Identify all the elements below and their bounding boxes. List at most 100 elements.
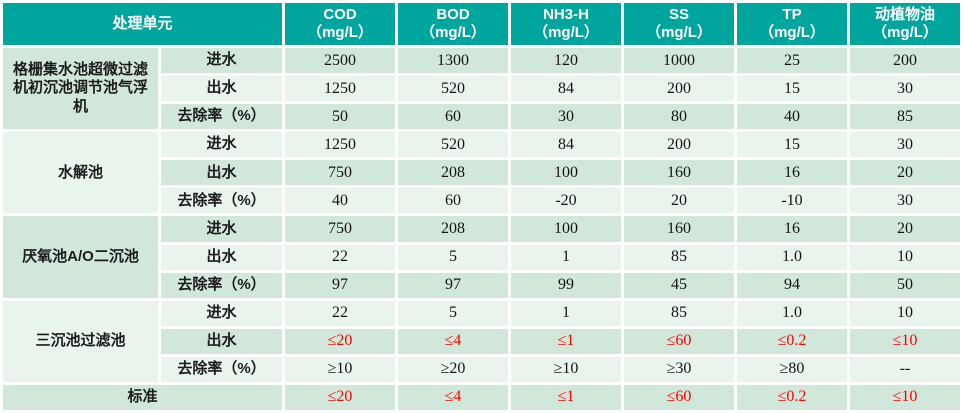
- value-cell: 84: [511, 132, 622, 158]
- phase-cell: 出水: [161, 328, 283, 354]
- value-cell: --: [850, 356, 961, 382]
- standard-row: 标准 ≤20 ≤4 ≤1 ≤60 ≤0.2 ≤10: [3, 384, 961, 410]
- table-row: 去除率（%） ≥10 ≥20 ≥10 ≥30 ≥80 --: [3, 356, 961, 382]
- col-header-nh3: NH3-H （mg/L）: [511, 3, 622, 46]
- phase-cell: 出水: [161, 244, 283, 270]
- table-row: 出水 750 208 100 160 16 20: [3, 160, 961, 186]
- table-row: 格栅集水池超微过滤机初沉池调节池气浮机 进水 2500 1300 120 100…: [3, 48, 961, 130]
- value-cell: ≥10: [511, 356, 622, 382]
- stage-cell: 厌氧池A/O二沉池: [3, 216, 158, 298]
- col-header-cod: COD （mg/L）: [285, 3, 396, 46]
- value-cell: 40: [737, 104, 848, 130]
- col-header-bod-name: BOD: [436, 6, 470, 24]
- value-cell: ≥30: [624, 356, 735, 382]
- col-header-tp-unit: （mg/L）: [759, 24, 825, 42]
- col-header-ss-name: SS: [669, 6, 690, 24]
- value-cell: 100: [511, 216, 622, 242]
- value-cell: 1.0: [737, 244, 848, 270]
- value-cell: 84: [511, 76, 622, 102]
- value-cell: 60: [398, 104, 509, 130]
- col-header-cod-unit: （mg/L）: [307, 24, 373, 42]
- col-header-nh3-unit: （mg/L）: [533, 24, 599, 42]
- value-cell: 520: [398, 132, 509, 158]
- value-cell: 160: [624, 216, 735, 242]
- phase-cell: 出水: [161, 160, 283, 186]
- stage-cell: 格栅集水池超微过滤机初沉池调节池气浮机: [3, 48, 158, 130]
- value-cell: -20: [511, 188, 622, 214]
- value-cell: 1: [511, 300, 622, 326]
- value-cell: 1: [511, 244, 622, 270]
- value-cell: 200: [850, 48, 961, 74]
- value-cell: 20: [850, 160, 961, 186]
- col-header-oil-name: 动植物油: [875, 6, 936, 24]
- phase-cell: 去除率（%）: [161, 104, 283, 130]
- value-cell: 750: [285, 216, 396, 242]
- value-cell: 160: [624, 160, 735, 186]
- value-cell-limit: ≤60: [624, 328, 735, 354]
- table-row: 出水 22 5 1 85 1.0 10: [3, 244, 961, 270]
- value-cell: 16: [737, 216, 848, 242]
- value-cell: 16: [737, 160, 848, 186]
- value-cell: 5: [398, 244, 509, 270]
- standard-value-cell: ≤0.2: [737, 384, 848, 410]
- value-cell: 80: [624, 104, 735, 130]
- value-cell-limit: ≤10: [850, 328, 961, 354]
- value-cell: 2500: [285, 48, 396, 74]
- value-cell-limit: ≤1: [511, 328, 622, 354]
- value-cell: ≥80: [737, 356, 848, 382]
- col-header-cod-name: COD: [323, 6, 357, 24]
- value-cell: 10: [850, 244, 961, 270]
- value-cell: 208: [398, 160, 509, 186]
- value-cell: ≥20: [398, 356, 509, 382]
- value-cell: 15: [737, 76, 848, 102]
- col-header-unit: 处理单元: [3, 3, 283, 46]
- col-header-bod: BOD （mg/L）: [398, 3, 509, 46]
- table-row: 三沉池过滤池 进水 22 5 1 85 1.0 10: [3, 300, 961, 382]
- phase-cell: 去除率（%）: [161, 188, 283, 214]
- col-header-ss: SS （mg/L）: [624, 3, 735, 46]
- value-cell: 85: [850, 104, 961, 130]
- value-cell: 100: [511, 160, 622, 186]
- col-header-oil: 动植物油 （mg/L）: [850, 3, 961, 46]
- value-cell: 97: [398, 272, 509, 298]
- value-cell: 45: [624, 272, 735, 298]
- value-cell: 85: [624, 300, 735, 326]
- value-cell: -10: [737, 188, 848, 214]
- phase-cell: 进水: [161, 300, 283, 326]
- value-cell: 15: [737, 132, 848, 158]
- value-cell: 22: [285, 300, 396, 326]
- value-cell-limit: ≤20: [285, 328, 396, 354]
- value-cell: 208: [398, 216, 509, 242]
- value-cell: 1.0: [737, 300, 848, 326]
- value-cell: 520: [398, 76, 509, 102]
- value-cell: 25: [737, 48, 848, 74]
- value-cell: 22: [285, 244, 396, 270]
- value-cell: 1250: [285, 132, 396, 158]
- phase-cell: 进水: [161, 132, 283, 158]
- value-cell: 40: [285, 188, 396, 214]
- phase-cell: 进水: [161, 216, 283, 242]
- value-cell: 200: [624, 76, 735, 102]
- value-cell: 1000: [624, 48, 735, 74]
- value-cell: 85: [624, 244, 735, 270]
- value-cell: 120: [511, 48, 622, 74]
- value-cell: 20: [850, 216, 961, 242]
- value-cell: 200: [624, 132, 735, 158]
- standard-value-cell: ≤20: [285, 384, 396, 410]
- value-cell: 99: [511, 272, 622, 298]
- col-header-ss-unit: （mg/L）: [646, 24, 712, 42]
- phase-cell: 去除率（%）: [161, 272, 283, 298]
- phase-cell: 出水: [161, 76, 283, 102]
- value-cell: 60: [398, 188, 509, 214]
- value-cell: 50: [850, 272, 961, 298]
- value-cell: 97: [285, 272, 396, 298]
- value-cell: 50: [285, 104, 396, 130]
- value-cell: 30: [850, 188, 961, 214]
- value-cell-limit: ≤4: [398, 328, 509, 354]
- value-cell: 1300: [398, 48, 509, 74]
- table-row: 去除率（%） 40 60 -20 20 -10 30: [3, 188, 961, 214]
- value-cell: 5: [398, 300, 509, 326]
- table-row: 出水 1250 520 84 200 15 30: [3, 76, 961, 102]
- value-cell: 20: [624, 188, 735, 214]
